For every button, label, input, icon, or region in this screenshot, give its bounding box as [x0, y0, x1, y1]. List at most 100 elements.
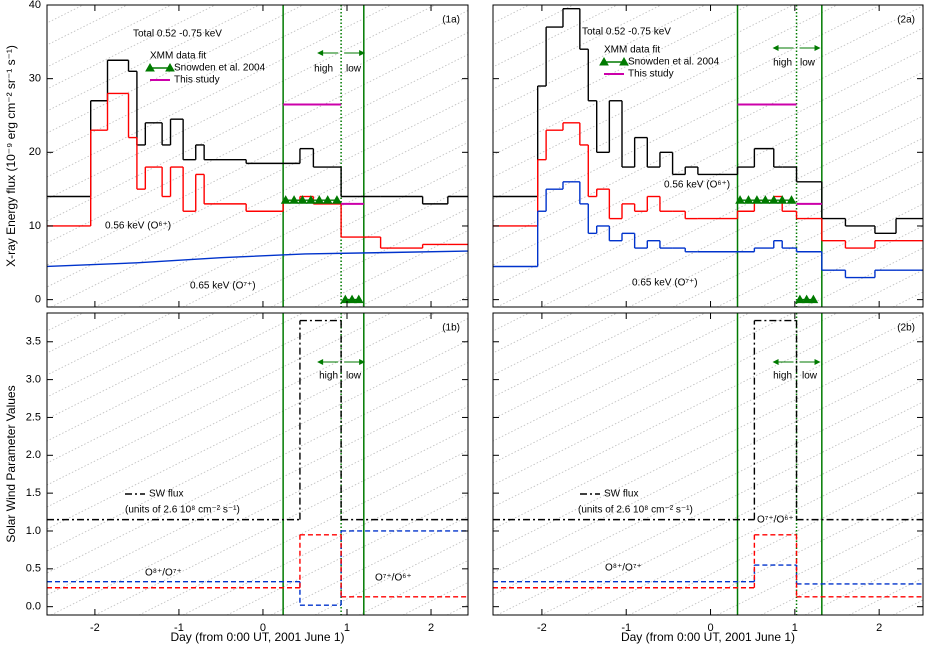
annotation: low	[346, 64, 362, 75]
background-diagonal	[138, 450, 468, 615]
marker	[314, 195, 325, 204]
annotation: (units of 2.6 10⁸ cm⁻² s⁻¹)	[578, 505, 693, 516]
legend-label: SW flux	[149, 489, 183, 500]
marker	[735, 195, 745, 204]
annotation: (2a)	[897, 15, 915, 26]
background-diagonal	[760, 225, 923, 307]
background-diagonal	[47, 313, 348, 464]
background-diagonal	[493, 5, 706, 112]
x-tick-label: -2	[537, 622, 547, 634]
background-diagonal	[493, 313, 882, 508]
background-diagonal	[47, 5, 128, 46]
legend-marker	[599, 56, 609, 66]
legend-marker	[145, 62, 155, 72]
background-diagonal	[584, 445, 923, 615]
annotation: 0.65 keV (O⁷⁺)	[190, 281, 256, 292]
marker	[340, 294, 351, 304]
background-diagonal	[672, 489, 923, 615]
background-diagonal	[47, 384, 468, 596]
frame	[46, 312, 469, 616]
annotation: XMM data fit	[150, 51, 206, 62]
background-diagonal	[402, 274, 468, 307]
background-diagonal	[0, 0, 135, 307]
background-diagonal	[804, 555, 923, 615]
background-diagonal	[540, 423, 923, 615]
arrow-head	[317, 359, 324, 365]
x-tick-label: -1	[174, 622, 184, 634]
background-diagonal	[47, 5, 84, 24]
x-tick-label: 2	[428, 622, 434, 634]
annotation: low	[802, 371, 818, 382]
background-diagonal	[493, 335, 923, 552]
annotation: high	[773, 58, 792, 69]
background-diagonal	[716, 203, 923, 307]
legend-marker	[619, 56, 629, 66]
background-diagonal	[0, 0, 493, 307]
background-diagonal	[0, 0, 581, 307]
x-tick-label: 2	[876, 622, 882, 634]
y-tick-label: 0.5	[26, 563, 41, 575]
annotation: 0.56 keV (O⁶⁺)	[664, 180, 730, 191]
background-diagonal	[493, 5, 838, 178]
frame	[46, 4, 469, 308]
background-diagonal	[47, 313, 172, 376]
y-tick-label: 3.0	[26, 374, 41, 386]
plot-area	[0, 0, 923, 307]
background-diagonal	[47, 5, 172, 68]
marker	[332, 195, 342, 204]
background-diagonal	[47, 340, 468, 552]
background-diagonal	[314, 230, 468, 307]
background-diagonal	[628, 159, 923, 307]
legend-label: Snowden et al. 2004	[628, 57, 720, 68]
annotation: (2b)	[897, 323, 915, 334]
background-diagonal	[584, 137, 923, 307]
annotation: high	[773, 371, 792, 382]
background-diagonal	[47, 313, 392, 486]
y-tick-label: 20	[29, 146, 41, 158]
y-tick-label: 0.0	[26, 601, 41, 613]
background-diagonal	[47, 318, 468, 530]
legend-marker	[165, 62, 175, 72]
marker	[353, 294, 364, 304]
background-diagonal	[493, 5, 794, 156]
background-diagonal	[47, 313, 436, 508]
marker	[297, 195, 308, 204]
background-diagonal	[540, 115, 923, 307]
legend-label: Snowden et al. 2004	[174, 63, 266, 74]
background-diagonal	[493, 313, 750, 442]
background-diagonal	[716, 511, 923, 615]
background-diagonal	[47, 313, 304, 442]
background-diagonal	[496, 93, 923, 307]
background-diagonal	[47, 10, 468, 222]
x-tick-label: 0	[260, 622, 266, 634]
plot-area	[493, 313, 923, 615]
annotation: XMM data fit	[604, 45, 660, 56]
marker	[743, 195, 754, 204]
background-diagonal	[493, 313, 706, 420]
annotation: low	[346, 371, 362, 382]
x-tick-label: -1	[621, 622, 631, 634]
y-tick-label: 3.5	[26, 336, 41, 348]
x-axis-label: Day (from 0:00 UT, 2001 June 1)	[621, 630, 795, 644]
background-diagonal	[47, 313, 216, 398]
arrow-head	[359, 359, 366, 365]
arrow-head	[359, 50, 366, 56]
background-diagonal	[493, 313, 574, 354]
plot-area	[47, 313, 468, 615]
background-diagonal	[496, 401, 923, 615]
y-tick-label: 0	[35, 294, 41, 306]
background-diagonal	[47, 362, 468, 574]
background-diagonal	[493, 313, 530, 332]
arrow-head	[772, 45, 779, 51]
marker	[305, 195, 316, 204]
marker	[289, 195, 299, 204]
background-diagonal	[848, 269, 923, 307]
arrow-head	[317, 50, 324, 56]
background-diagonal	[47, 54, 468, 266]
background-diagonal	[47, 5, 304, 134]
frame	[492, 4, 924, 308]
background-diagonal	[270, 516, 468, 615]
annotation: (1b)	[442, 323, 460, 334]
background-diagonal	[848, 577, 923, 615]
background-diagonal	[493, 313, 794, 464]
